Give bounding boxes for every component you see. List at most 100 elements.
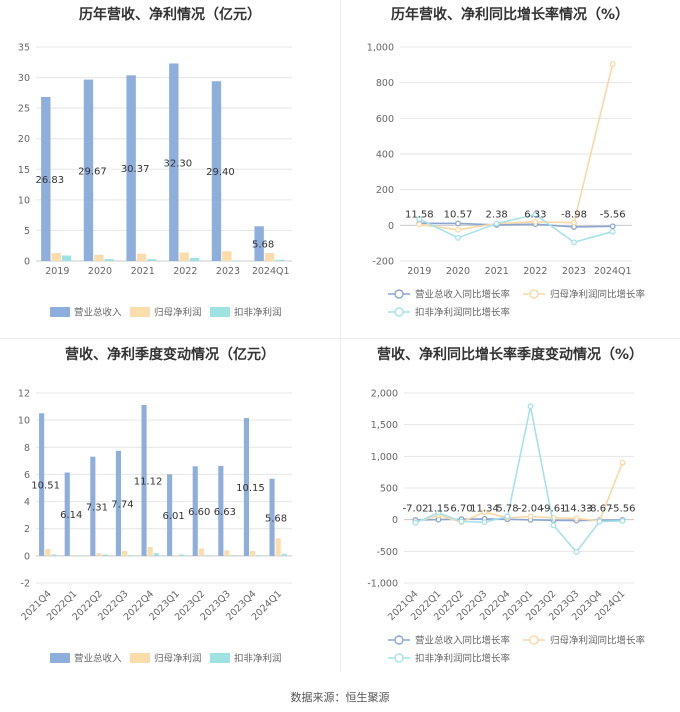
bar-deducted-profit	[281, 553, 287, 556]
data-point	[493, 220, 500, 227]
data-label: -5.56	[610, 504, 636, 515]
bar-net-profit	[94, 254, 104, 261]
y-tick-label: 30	[18, 73, 30, 84]
chart-title: 营收、净利季度变动情况（亿元）	[65, 347, 275, 363]
bar-net-profit	[249, 551, 256, 556]
data-label: 6.60	[188, 507, 210, 518]
bar-deducted-profit	[61, 255, 72, 261]
data-label: -2.04	[518, 504, 544, 515]
y-tick-label: 200	[376, 185, 394, 196]
data-point	[609, 223, 616, 230]
data-label: 10.51	[31, 481, 60, 492]
bar-deducted-profit	[128, 555, 134, 556]
quarterly-values-chart: 营收、净利季度变动情况（亿元） -2 0 2 4 6 8 10 12 2021Q4 2022Q1 2…	[0, 340, 340, 676]
bar-deducted-profit	[230, 555, 236, 556]
data-point	[550, 522, 557, 529]
series-line	[419, 63, 614, 231]
bar-net-profit	[179, 252, 189, 261]
data-label: -9.61	[541, 504, 567, 515]
legend-label: 归母净利润	[154, 653, 202, 665]
horizontal-divider	[0, 338, 680, 339]
data-point	[532, 211, 539, 218]
y-tick-label: 12	[18, 389, 30, 400]
data-label: 6.63	[214, 507, 236, 518]
legend-label: 扣非净利润同比增长率	[415, 307, 511, 319]
data-source-note: 数据来源：恒生聚源	[290, 691, 390, 704]
bar-revenue	[269, 478, 275, 556]
y-tick-label: 0	[388, 221, 394, 232]
data-point	[571, 219, 577, 226]
x-tick-label: 2024Q1	[594, 266, 632, 277]
bar-deducted-profit	[189, 257, 200, 261]
bar-net-profit	[121, 551, 128, 556]
legend-label: 营业总收入同比增长率	[415, 635, 511, 647]
bar-revenue	[192, 466, 198, 556]
y-tick-label: -500	[376, 547, 398, 558]
legend-swatch	[210, 307, 230, 317]
x-tick-label: 2019	[407, 266, 431, 277]
legend-label: 归母净利润同比增长率	[550, 635, 646, 647]
data-label: 32.30	[163, 158, 192, 169]
y-tick-label: 1,000	[367, 43, 394, 54]
annual-values-chart: 历年营收、净利情况（亿元） 0 5 10 15 20 25 30 35 2019 2020 2021…	[0, 0, 340, 336]
y-tick-label: 0	[24, 257, 30, 268]
data-point	[527, 403, 534, 410]
data-point	[455, 234, 461, 241]
legend-label: 归母净利润	[154, 307, 202, 319]
bar-revenue	[90, 456, 96, 556]
data-label: 11.34	[470, 504, 499, 515]
y-tick-label: 400	[376, 150, 394, 161]
bar-net-profit	[45, 549, 51, 556]
x-tick-label: 2023	[562, 266, 586, 277]
data-label: 2.38	[486, 209, 508, 220]
data-label: 7.31	[86, 502, 108, 513]
y-tick-label: 800	[376, 78, 394, 89]
legend-marker	[394, 289, 404, 299]
bar-net-profit	[224, 550, 230, 556]
series-line	[415, 406, 623, 554]
data-point	[527, 513, 534, 520]
data-label: 7.74	[111, 499, 133, 510]
chart-title: 营收、净利同比增长率季度变动情况（%）	[376, 347, 644, 363]
data-label: 5.78	[496, 504, 518, 515]
y-tick-label: 0	[24, 551, 30, 562]
y-tick-label: 10	[18, 195, 30, 206]
bar-revenue	[41, 96, 51, 262]
y-tick-label: 1,000	[371, 452, 398, 463]
data-point	[481, 509, 488, 516]
y-tick-label: 2,000	[371, 389, 398, 400]
bar-net-profit	[70, 555, 76, 556]
bar-net-profit	[222, 251, 232, 261]
bar-revenue	[64, 472, 70, 556]
legend-label: 归母净利润同比增长率	[550, 289, 646, 301]
quarterly-growth-plot: -1,000-50005001,0001,5002,0002021Q42022Q…	[367, 389, 646, 665]
y-tick-label: 35	[18, 43, 30, 54]
y-tick-label: 10	[18, 416, 30, 427]
bar-net-profit	[51, 253, 61, 261]
bar-revenue	[218, 465, 224, 556]
data-label: -14.33	[560, 504, 592, 515]
data-point	[573, 549, 580, 555]
legend-swatch	[50, 307, 70, 317]
legend-label: 扣非净利润同比增长率	[415, 653, 511, 665]
data-point	[609, 60, 616, 67]
legend-label: 营业总收入	[74, 307, 122, 319]
bar-net-profit	[264, 253, 275, 261]
data-point	[504, 513, 511, 520]
data-point	[532, 218, 539, 225]
bar-revenue	[254, 226, 264, 261]
legend-swatch	[210, 653, 230, 663]
data-point	[455, 220, 461, 227]
bar-deducted-profit	[275, 259, 285, 261]
bar-deducted-profit	[256, 555, 262, 556]
legend-swatch	[50, 653, 70, 663]
data-point	[573, 515, 580, 522]
y-tick-label: 20	[18, 134, 30, 145]
bar-net-profit	[173, 555, 179, 556]
bar-net-profit	[198, 548, 204, 556]
legend-marker	[394, 635, 404, 645]
legend-label: 营业总收入	[74, 653, 122, 665]
bar-revenue	[115, 450, 121, 556]
data-point	[596, 518, 603, 525]
legend-swatch	[130, 307, 150, 317]
